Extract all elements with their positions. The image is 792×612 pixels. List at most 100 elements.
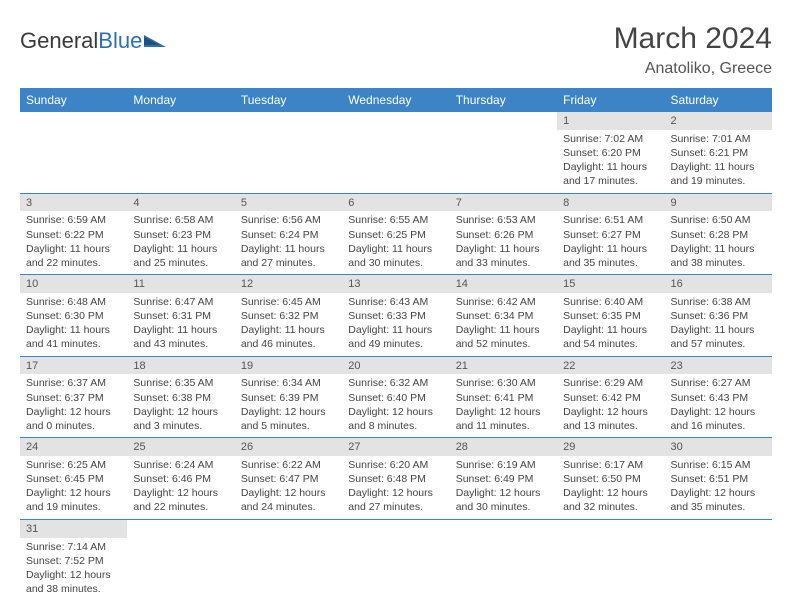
sunrise-text: Sunrise: 7:01 AM xyxy=(671,132,766,146)
sunrise-text: Sunrise: 6:20 AM xyxy=(348,458,443,472)
calendar-cell: 26Sunrise: 6:22 AMSunset: 6:47 PMDayligh… xyxy=(235,438,342,520)
calendar-cell: 2Sunrise: 7:01 AMSunset: 6:21 PMDaylight… xyxy=(665,112,772,193)
calendar-cell: 25Sunrise: 6:24 AMSunset: 6:46 PMDayligh… xyxy=(127,438,234,520)
calendar-cell: 9Sunrise: 6:50 AMSunset: 6:28 PMDaylight… xyxy=(665,193,772,275)
day-details: Sunrise: 6:56 AMSunset: 6:24 PMDaylight:… xyxy=(235,211,342,274)
daylight-text-1: Daylight: 12 hours xyxy=(26,486,121,500)
sunset-text: Sunset: 6:27 PM xyxy=(563,228,658,242)
sunset-text: Sunset: 6:45 PM xyxy=(26,472,121,486)
day-number: 12 xyxy=(235,275,342,293)
day-number: 29 xyxy=(557,438,664,456)
sunrise-text: Sunrise: 6:27 AM xyxy=(671,376,766,390)
sunset-text: Sunset: 6:42 PM xyxy=(563,391,658,405)
sunset-text: Sunset: 6:35 PM xyxy=(563,309,658,323)
sunset-text: Sunset: 6:22 PM xyxy=(26,228,121,242)
day-number: 13 xyxy=(342,275,449,293)
daylight-text-1: Daylight: 11 hours xyxy=(26,323,121,337)
daylight-text-2: and 11 minutes. xyxy=(456,419,551,433)
daylight-text-2: and 22 minutes. xyxy=(26,256,121,270)
daylight-text-2: and 43 minutes. xyxy=(133,337,228,351)
daylight-text-1: Daylight: 12 hours xyxy=(456,405,551,419)
daylight-text-1: Daylight: 11 hours xyxy=(348,242,443,256)
sunset-text: Sunset: 6:37 PM xyxy=(26,391,121,405)
sunset-text: Sunset: 6:24 PM xyxy=(241,228,336,242)
sunrise-text: Sunrise: 6:34 AM xyxy=(241,376,336,390)
day-number: 28 xyxy=(450,438,557,456)
daylight-text-2: and 52 minutes. xyxy=(456,337,551,351)
daylight-text-1: Daylight: 12 hours xyxy=(26,405,121,419)
daylight-text-1: Daylight: 12 hours xyxy=(241,486,336,500)
sunset-text: Sunset: 6:39 PM xyxy=(241,391,336,405)
daylight-text-1: Daylight: 12 hours xyxy=(133,486,228,500)
daylight-text-1: Daylight: 11 hours xyxy=(348,323,443,337)
sunset-text: Sunset: 7:52 PM xyxy=(26,554,121,568)
calendar-cell: 10Sunrise: 6:48 AMSunset: 6:30 PMDayligh… xyxy=(20,275,127,357)
sunset-text: Sunset: 6:49 PM xyxy=(456,472,551,486)
col-tuesday: Tuesday xyxy=(235,88,342,112)
sunrise-text: Sunrise: 6:42 AM xyxy=(456,295,551,309)
day-details: Sunrise: 6:42 AMSunset: 6:34 PMDaylight:… xyxy=(450,293,557,356)
calendar-cell xyxy=(665,519,772,600)
calendar-cell: 7Sunrise: 6:53 AMSunset: 6:26 PMDaylight… xyxy=(450,193,557,275)
daylight-text-2: and 22 minutes. xyxy=(133,500,228,514)
calendar-cell: 30Sunrise: 6:15 AMSunset: 6:51 PMDayligh… xyxy=(665,438,772,520)
day-details: Sunrise: 6:29 AMSunset: 6:42 PMDaylight:… xyxy=(557,374,664,437)
sunrise-text: Sunrise: 6:25 AM xyxy=(26,458,121,472)
sunrise-text: Sunrise: 6:17 AM xyxy=(563,458,658,472)
daylight-text-2: and 27 minutes. xyxy=(348,500,443,514)
col-sunday: Sunday xyxy=(20,88,127,112)
calendar-cell xyxy=(127,112,234,193)
calendar-cell: 20Sunrise: 6:32 AMSunset: 6:40 PMDayligh… xyxy=(342,356,449,438)
day-details: Sunrise: 6:55 AMSunset: 6:25 PMDaylight:… xyxy=(342,211,449,274)
sunset-text: Sunset: 6:30 PM xyxy=(26,309,121,323)
calendar-cell xyxy=(557,519,664,600)
calendar-cell: 15Sunrise: 6:40 AMSunset: 6:35 PMDayligh… xyxy=(557,275,664,357)
day-details: Sunrise: 6:22 AMSunset: 6:47 PMDaylight:… xyxy=(235,456,342,519)
daylight-text-2: and 3 minutes. xyxy=(133,419,228,433)
daylight-text-2: and 19 minutes. xyxy=(26,500,121,514)
day-number: 4 xyxy=(127,194,234,212)
day-number: 27 xyxy=(342,438,449,456)
daylight-text-2: and 16 minutes. xyxy=(671,419,766,433)
daylight-text-1: Daylight: 12 hours xyxy=(26,568,121,582)
calendar-cell xyxy=(127,519,234,600)
day-details: Sunrise: 6:40 AMSunset: 6:35 PMDaylight:… xyxy=(557,293,664,356)
daylight-text-1: Daylight: 12 hours xyxy=(456,486,551,500)
day-details: Sunrise: 6:43 AMSunset: 6:33 PMDaylight:… xyxy=(342,293,449,356)
daylight-text-1: Daylight: 12 hours xyxy=(671,486,766,500)
day-details: Sunrise: 6:50 AMSunset: 6:28 PMDaylight:… xyxy=(665,211,772,274)
day-number: 17 xyxy=(20,357,127,375)
day-details: Sunrise: 6:48 AMSunset: 6:30 PMDaylight:… xyxy=(20,293,127,356)
calendar-cell: 24Sunrise: 6:25 AMSunset: 6:45 PMDayligh… xyxy=(20,438,127,520)
sunrise-text: Sunrise: 6:15 AM xyxy=(671,458,766,472)
day-number: 20 xyxy=(342,357,449,375)
sunset-text: Sunset: 6:47 PM xyxy=(241,472,336,486)
sunset-text: Sunset: 6:50 PM xyxy=(563,472,658,486)
calendar-cell: 19Sunrise: 6:34 AMSunset: 6:39 PMDayligh… xyxy=(235,356,342,438)
daylight-text-1: Daylight: 12 hours xyxy=(133,405,228,419)
sunrise-text: Sunrise: 6:40 AM xyxy=(563,295,658,309)
daylight-text-1: Daylight: 11 hours xyxy=(563,242,658,256)
day-number: 25 xyxy=(127,438,234,456)
daylight-text-2: and 35 minutes. xyxy=(563,256,658,270)
daylight-text-2: and 24 minutes. xyxy=(241,500,336,514)
sunrise-text: Sunrise: 6:53 AM xyxy=(456,213,551,227)
day-details: Sunrise: 6:35 AMSunset: 6:38 PMDaylight:… xyxy=(127,374,234,437)
calendar-cell: 18Sunrise: 6:35 AMSunset: 6:38 PMDayligh… xyxy=(127,356,234,438)
calendar-cell xyxy=(450,519,557,600)
day-number: 18 xyxy=(127,357,234,375)
day-number: 22 xyxy=(557,357,664,375)
calendar-cell: 6Sunrise: 6:55 AMSunset: 6:25 PMDaylight… xyxy=(342,193,449,275)
sunrise-text: Sunrise: 6:35 AM xyxy=(133,376,228,390)
sunrise-text: Sunrise: 6:56 AM xyxy=(241,213,336,227)
day-details: Sunrise: 6:47 AMSunset: 6:31 PMDaylight:… xyxy=(127,293,234,356)
sunrise-text: Sunrise: 6:47 AM xyxy=(133,295,228,309)
col-wednesday: Wednesday xyxy=(342,88,449,112)
daylight-text-1: Daylight: 11 hours xyxy=(456,242,551,256)
daylight-text-2: and 13 minutes. xyxy=(563,419,658,433)
calendar-row: 10Sunrise: 6:48 AMSunset: 6:30 PMDayligh… xyxy=(20,275,772,357)
sunset-text: Sunset: 6:46 PM xyxy=(133,472,228,486)
col-saturday: Saturday xyxy=(665,88,772,112)
day-details: Sunrise: 6:34 AMSunset: 6:39 PMDaylight:… xyxy=(235,374,342,437)
sunset-text: Sunset: 6:48 PM xyxy=(348,472,443,486)
